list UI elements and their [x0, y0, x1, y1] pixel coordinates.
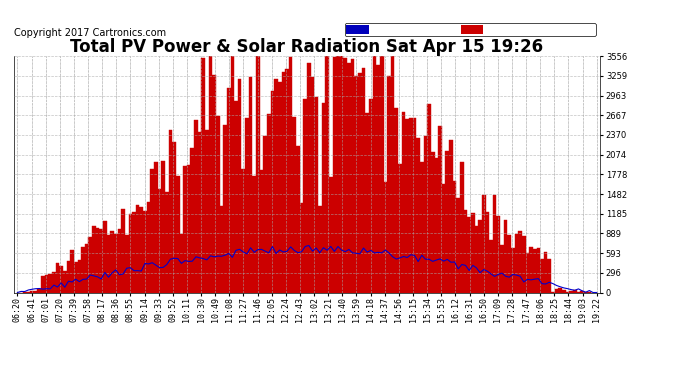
- Legend: Radiation (w/m2), PV Panels (DC Watts): Radiation (w/m2), PV Panels (DC Watts): [344, 23, 595, 36]
- Text: Copyright 2017 Cartronics.com: Copyright 2017 Cartronics.com: [14, 28, 166, 38]
- Title: Total PV Power & Solar Radiation Sat Apr 15 19:26: Total PV Power & Solar Radiation Sat Apr…: [70, 38, 544, 56]
